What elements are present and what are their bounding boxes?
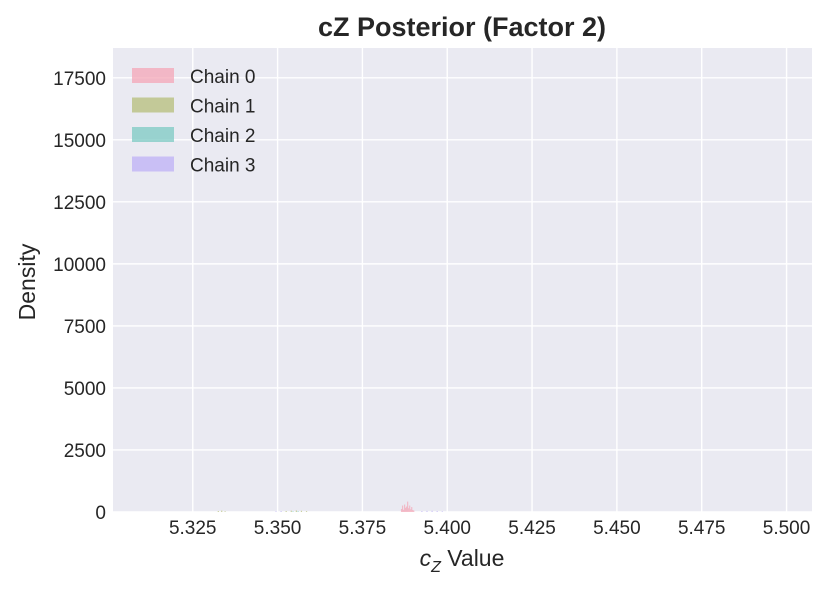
x-axis-label-subscript: Z: [430, 559, 442, 576]
y-tick-label: 17500: [53, 69, 106, 90]
x-axis-label-text: Value: [441, 545, 505, 571]
histogram-bar-chain-1: [217, 511, 219, 512]
legend-swatch: [132, 68, 174, 83]
x-tick-label: 5.400: [423, 518, 471, 539]
legend-label: Chain 0: [190, 67, 256, 88]
histogram-bar-chain-2: [292, 511, 294, 512]
histogram-bar-chain-1: [221, 510, 223, 512]
y-tick-label: 7500: [64, 317, 106, 338]
histogram-bar-chain-1: [290, 510, 292, 512]
histogram-bar-chain-3: [426, 510, 428, 512]
legend-swatch: [132, 127, 174, 142]
histogram-bar-chain-2: [297, 511, 299, 512]
x-tick-label: 5.375: [339, 518, 387, 539]
y-tick-label: 10000: [53, 255, 106, 276]
x-tick-label: 5.500: [763, 518, 811, 539]
legend-label: Chain 2: [190, 126, 256, 147]
chart-title: cZ Posterior (Factor 2): [318, 12, 606, 42]
legend-label: Chain 3: [190, 156, 256, 177]
x-tick-label: 5.450: [593, 518, 641, 539]
histogram-bar-chain-1: [295, 510, 297, 512]
y-tick-label: 12500: [53, 193, 106, 214]
y-axis-ticks: 0 2500 5000 7500 10000 12500 15000 17500: [53, 69, 106, 524]
histogram-bar-chain-1: [305, 511, 308, 512]
legend-swatch: [132, 156, 174, 172]
x-axis-label: cZ Value: [420, 545, 505, 576]
x-tick-label: 5.325: [169, 518, 217, 539]
histogram-bar-chain-1: [300, 510, 303, 512]
histogram-bar-chain-1: [224, 511, 226, 512]
histogram-bar-chain-0: [400, 509, 403, 512]
y-tick-label: 5000: [64, 379, 106, 400]
histogram-bar-chain-0: [412, 510, 414, 512]
histogram-bar-chain-0: [407, 501, 409, 512]
histogram-bar-chain-3: [436, 511, 438, 512]
legend-label: Chain 1: [190, 97, 256, 118]
legend: Chain 0 Chain 1 Chain 2 Chain 3: [132, 67, 256, 177]
grid-lines: [113, 48, 812, 513]
histogram-bar-chain-0: [401, 505, 404, 512]
histogram-bar-chain-3: [421, 511, 423, 512]
histogram-bar-chain-0: [405, 507, 407, 512]
histogram-bars: [217, 501, 443, 512]
legend-swatch: [132, 97, 174, 113]
histogram-bar-chain-0: [404, 504, 406, 512]
plot-area: [113, 48, 812, 512]
histogram-bar-chain-0: [408, 508, 410, 512]
histogram-bar-chain-3: [441, 511, 443, 512]
y-axis-label: Density: [14, 243, 40, 320]
x-axis-ticks: 5.325 5.350 5.375 5.400 5.425 5.450 5.475 5.500: [169, 518, 810, 539]
x-tick-label: 5.350: [254, 518, 302, 539]
histogram-bar-chain-0: [411, 507, 413, 512]
y-tick-label: 2500: [64, 441, 106, 462]
x-tick-label: 5.475: [678, 518, 726, 539]
y-tick-label: 0: [95, 503, 106, 524]
y-tick-label: 15000: [53, 131, 106, 152]
x-axis-label-symbol: c: [420, 545, 432, 571]
histogram-bar-chain-0: [409, 505, 411, 512]
histogram-bar-chain-3: [275, 511, 277, 512]
histogram-bar-chain-0: [402, 509, 405, 512]
histogram-bar-chain-1: [285, 511, 287, 512]
histogram-bar-chain-3: [280, 511, 282, 512]
histogram-bar-chain-3: [431, 510, 433, 512]
x-tick-label: 5.425: [508, 518, 556, 539]
histogram-bar-chain-0: [413, 510, 415, 512]
histogram-bar-chain-0: [406, 506, 408, 512]
histogram-bar-chain-0: [410, 509, 412, 512]
